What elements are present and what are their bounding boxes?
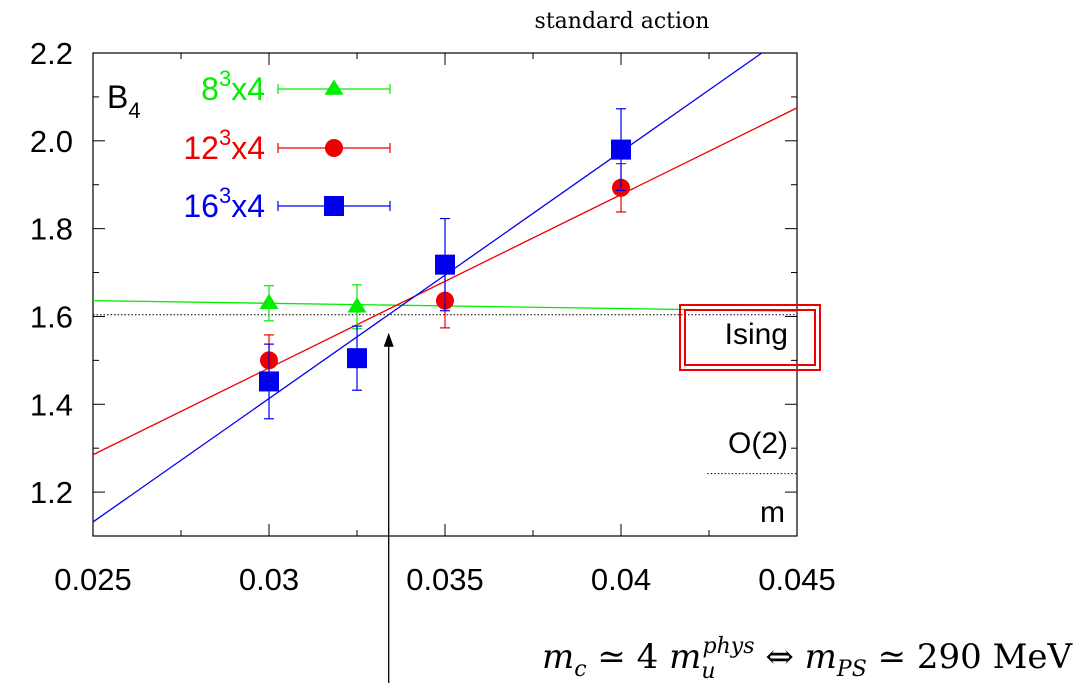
data-point-8	[259, 293, 279, 309]
y-tick-label: 1.4	[30, 387, 73, 422]
x-tick-label: 0.04	[591, 562, 651, 597]
legend-marker-16	[324, 196, 344, 216]
x-tick-label: 0.025	[54, 562, 132, 597]
data-point-16	[347, 348, 367, 369]
ising-box-inner	[684, 309, 816, 366]
fit-line-16	[92, 52, 763, 523]
data-point-8	[347, 297, 367, 313]
y-tick-label: 1.8	[30, 212, 73, 247]
legend-marker-12	[325, 139, 343, 157]
y-axis-label: B4	[107, 79, 141, 123]
data-point-16	[259, 371, 279, 392]
ising-box: Ising	[679, 304, 821, 371]
critical-mass-annotation: mc ≃ 4 muphys ⇔ mPS ≃ 290 MeV	[542, 634, 1074, 683]
x-tick-label: 0.03	[239, 562, 299, 597]
legend-marker-8	[324, 79, 344, 95]
critical-mass-arrow	[383, 332, 394, 683]
ising-box-outer	[679, 304, 821, 371]
legend-label-16: 163x4	[183, 183, 265, 224]
data-point-16	[611, 139, 631, 160]
chart-title: standard action	[535, 9, 710, 34]
y-tick-label: 1.6	[30, 299, 73, 334]
y-tick-label: 1.2	[30, 475, 73, 510]
axis-ticks: 0.025 0.03 0.035 0.04 0.045 1.2 1.4 1.6 1.8 2.0 2.…	[30, 36, 836, 597]
reference-lines	[93, 314, 797, 475]
o2-label: O(2)	[728, 427, 788, 460]
x-axis-label: m	[760, 496, 785, 529]
y-tick-label: 2.2	[30, 36, 73, 71]
legend-label-8: 83x4	[201, 66, 265, 107]
ising-label: Ising	[725, 318, 788, 351]
data-points	[259, 108, 631, 420]
x-tick-label: 0.035	[406, 562, 484, 597]
data-point-16	[435, 254, 455, 275]
y-tick-label: 2.0	[30, 124, 73, 159]
arrow-head	[383, 332, 394, 347]
x-tick-label: 0.045	[758, 562, 836, 597]
legend-label-12: 123x4	[183, 125, 265, 166]
legend: B4 83x4 123x4 163x4	[107, 66, 391, 224]
